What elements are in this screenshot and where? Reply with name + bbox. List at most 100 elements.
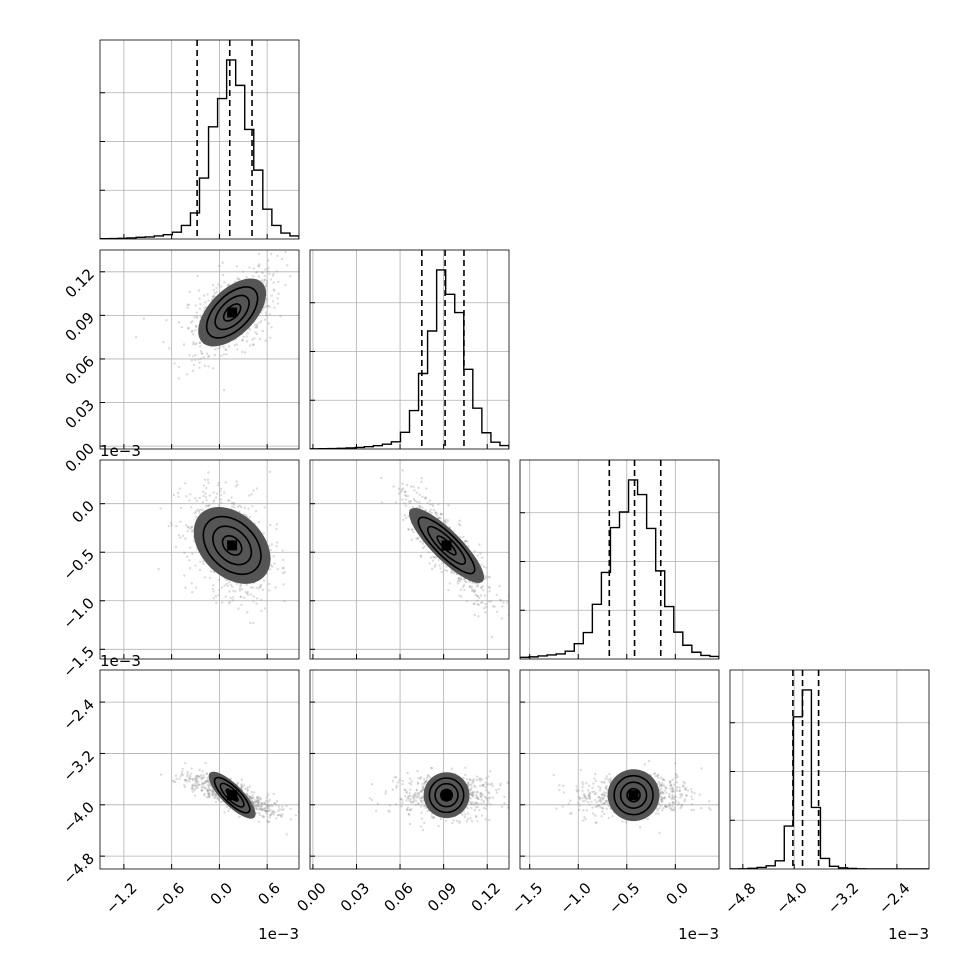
scatter-point bbox=[450, 571, 453, 574]
scatter-point bbox=[661, 809, 664, 812]
scatter-point bbox=[190, 786, 194, 790]
scatter-point bbox=[273, 289, 276, 292]
scatter-point bbox=[418, 501, 421, 504]
scatter-point bbox=[411, 528, 414, 531]
scatter-point bbox=[595, 801, 598, 804]
scatter-point bbox=[182, 343, 186, 346]
scatter-point bbox=[474, 582, 477, 585]
scatter-point bbox=[265, 314, 268, 317]
scatter-point bbox=[465, 599, 469, 603]
scatter-point bbox=[408, 791, 411, 795]
scatter-point bbox=[248, 266, 251, 269]
scatter-point bbox=[374, 809, 378, 812]
scatter-point bbox=[196, 780, 199, 783]
scatter-point bbox=[268, 589, 271, 592]
scatter-point bbox=[193, 794, 197, 797]
scatter-point bbox=[420, 796, 424, 800]
scatter-point bbox=[268, 816, 271, 819]
scatter-point bbox=[664, 805, 667, 808]
scatter-point bbox=[206, 293, 209, 296]
scatter-point bbox=[603, 791, 606, 794]
scatter-point bbox=[199, 350, 203, 353]
scatter-point bbox=[194, 304, 198, 307]
scatter-point bbox=[476, 602, 479, 606]
scatter-point bbox=[413, 499, 417, 502]
scatter-point bbox=[192, 342, 195, 346]
scatter-point bbox=[438, 564, 441, 567]
scatter-point bbox=[621, 820, 624, 823]
scatter-point bbox=[216, 347, 219, 350]
scatter-point bbox=[646, 817, 649, 821]
scatter-point bbox=[215, 290, 218, 294]
scatter-point bbox=[262, 816, 265, 819]
panel-frame bbox=[729, 669, 930, 870]
scatter-point bbox=[581, 783, 585, 786]
scatter-point bbox=[264, 284, 268, 288]
scatter-point bbox=[395, 784, 398, 788]
scatter-point bbox=[601, 806, 604, 810]
scatter-point bbox=[658, 784, 662, 788]
scatter-point bbox=[198, 568, 202, 572]
scatter-point bbox=[668, 806, 672, 810]
scatter-point bbox=[270, 326, 273, 329]
scatter-point bbox=[413, 489, 416, 492]
scatter-point bbox=[422, 546, 425, 550]
scatter-point bbox=[221, 601, 224, 604]
scatter-point bbox=[222, 388, 226, 392]
scatter-point bbox=[204, 761, 207, 765]
scatter-point bbox=[281, 558, 285, 561]
scatter-point bbox=[489, 783, 492, 786]
scatter-point bbox=[462, 578, 466, 581]
scatter-point bbox=[660, 797, 663, 800]
scatter-point bbox=[207, 792, 210, 796]
scatter-point bbox=[678, 789, 681, 793]
scatter-point bbox=[257, 520, 261, 524]
scatter-point bbox=[470, 793, 474, 797]
scatter-point bbox=[472, 803, 475, 806]
scatter-point bbox=[275, 523, 279, 526]
gridlines bbox=[520, 460, 719, 659]
scatter-point bbox=[198, 341, 202, 344]
scatter-point bbox=[592, 782, 595, 785]
scatter-point bbox=[198, 341, 202, 345]
scatter-point bbox=[192, 539, 196, 543]
scatter-point bbox=[654, 775, 658, 778]
scatter-point bbox=[482, 784, 485, 788]
scatter-point bbox=[211, 587, 214, 591]
scatter-point bbox=[683, 782, 686, 785]
scatter-point bbox=[188, 567, 192, 570]
scatter-point bbox=[220, 354, 223, 357]
scatter-point bbox=[412, 800, 415, 804]
gridlines bbox=[100, 250, 299, 449]
scatter-point bbox=[473, 778, 476, 781]
scatter-point bbox=[424, 780, 427, 784]
scatter-point bbox=[499, 782, 502, 786]
scatter-point bbox=[200, 778, 203, 781]
scatter-point bbox=[423, 804, 427, 808]
scatter-point bbox=[255, 807, 258, 810]
scatter-point bbox=[256, 805, 259, 808]
gridlines bbox=[310, 670, 509, 869]
scatter-point bbox=[473, 790, 476, 794]
scatter-point bbox=[397, 492, 401, 495]
scatter-point bbox=[242, 335, 245, 339]
scatter-point bbox=[427, 551, 430, 554]
scatter-point bbox=[582, 809, 585, 812]
scatter-point bbox=[663, 778, 666, 782]
scatter-point bbox=[434, 511, 437, 514]
scatter-point bbox=[180, 325, 184, 329]
scatter-point bbox=[240, 783, 244, 786]
scatter-point bbox=[227, 283, 231, 286]
scatter-point bbox=[272, 555, 275, 558]
scatter-point bbox=[482, 801, 486, 804]
scatter-point bbox=[240, 785, 243, 789]
scatter-point bbox=[251, 338, 254, 341]
scatter-point bbox=[212, 597, 215, 600]
scatter-point bbox=[595, 805, 599, 808]
scatter-point bbox=[488, 590, 491, 593]
scatter-point bbox=[252, 801, 255, 805]
scatter-point bbox=[418, 493, 421, 497]
scatter-point bbox=[430, 766, 434, 770]
scatter-point bbox=[201, 508, 205, 512]
scatter-point bbox=[459, 523, 462, 527]
